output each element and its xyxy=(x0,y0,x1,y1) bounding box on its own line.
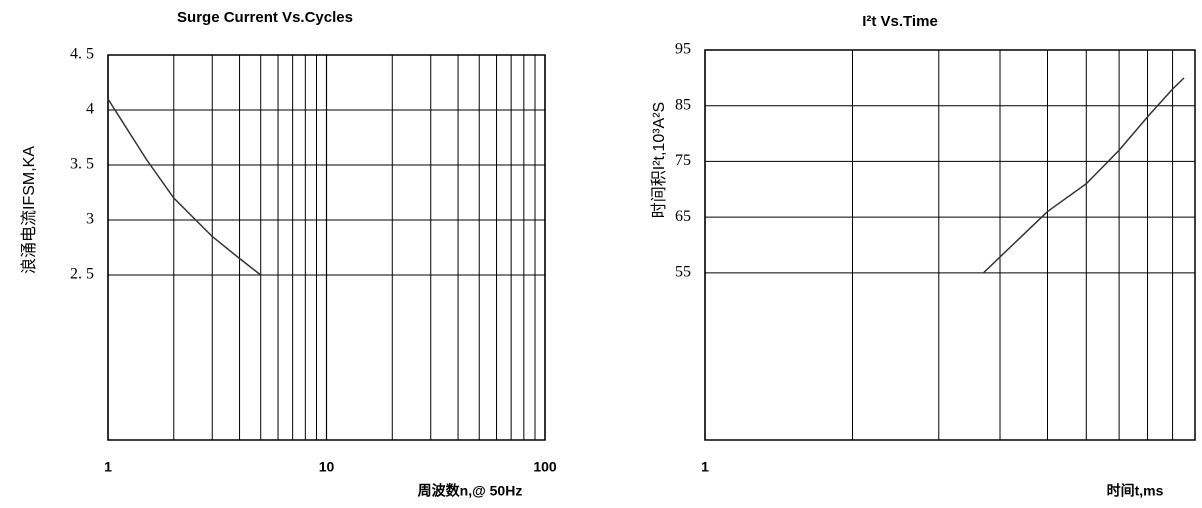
x-tick-label: 10 xyxy=(319,459,335,475)
y-tick-label: 3 xyxy=(86,211,94,228)
y-axis-label: 浪涌电流IFSM,KA xyxy=(20,146,38,274)
y-tick-label: 3. 5 xyxy=(70,156,94,173)
y-tick-label: 55 xyxy=(675,264,691,281)
y-tick-label: 4. 5 xyxy=(70,46,94,63)
chart-title: Surge Current Vs.Cycles xyxy=(177,9,353,26)
plot-area xyxy=(704,49,1196,441)
chart-title: I²t Vs.Time xyxy=(862,13,938,30)
y-axis-label: 时间积I²t,10³A²S xyxy=(650,102,668,218)
data-line xyxy=(107,98,262,276)
x-axis-label: 时间t,ms xyxy=(1107,483,1164,499)
y-tick-label: 2. 5 xyxy=(70,266,94,283)
x-axis-label: 周波数n,@ 50Hz xyxy=(418,483,523,499)
x-tick-label: 100 xyxy=(533,459,557,475)
y-tick-label: 95 xyxy=(675,41,691,58)
x-tick-label: 1 xyxy=(104,459,112,475)
y-tick-label: 65 xyxy=(675,208,691,225)
y-tick-label: 85 xyxy=(675,96,691,113)
data-line xyxy=(982,77,1185,274)
y-tick-label: 4 xyxy=(86,101,94,118)
y-tick-label: 75 xyxy=(675,152,691,169)
x-tick-label: 1 xyxy=(701,459,709,475)
